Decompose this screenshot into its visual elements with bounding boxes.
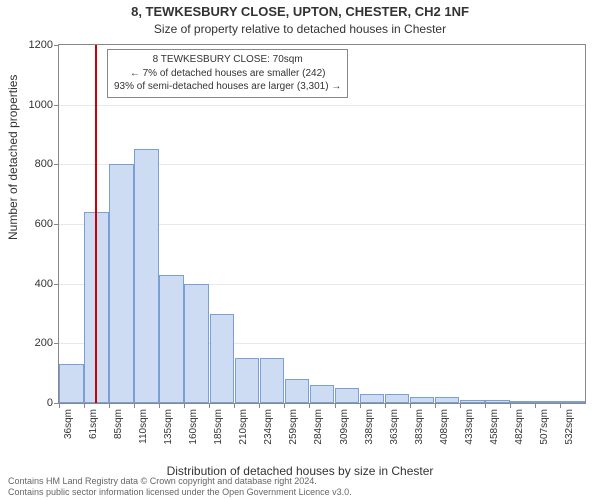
histogram-bar — [184, 284, 209, 403]
x-tick-mark — [284, 403, 285, 408]
x-tick-mark — [184, 403, 185, 408]
chart-title-main: 8, TEWKESBURY CLOSE, UPTON, CHESTER, CH2… — [0, 4, 600, 19]
histogram-bar — [59, 364, 84, 403]
x-tick-label: 309sqm — [339, 409, 350, 445]
x-tick-mark — [309, 403, 310, 408]
x-tick-label: 210sqm — [238, 409, 249, 445]
x-tick-mark — [460, 403, 461, 408]
x-tick-label: 110sqm — [138, 409, 149, 444]
x-tick-mark — [360, 403, 361, 408]
x-tick-mark — [335, 403, 336, 408]
x-tick-label: 408sqm — [439, 409, 450, 445]
y-tick-label: 800 — [35, 158, 53, 170]
x-tick-mark — [535, 403, 536, 408]
histogram-chart: 8, TEWKESBURY CLOSE, UPTON, CHESTER, CH2… — [0, 0, 600, 500]
histogram-bar — [109, 164, 134, 403]
histogram-bar — [335, 388, 360, 403]
x-tick-label: 160sqm — [188, 409, 199, 445]
chart-title-sub: Size of property relative to detached ho… — [0, 22, 600, 36]
x-tick-mark — [84, 403, 85, 408]
x-tick-label: 482sqm — [514, 409, 525, 445]
y-tick-mark — [54, 284, 59, 285]
x-tick-mark — [159, 403, 160, 408]
x-tick-mark — [259, 403, 260, 408]
footer-attribution: Contains HM Land Registry data © Crown c… — [8, 476, 592, 498]
histogram-bar — [134, 149, 159, 403]
x-tick-mark — [435, 403, 436, 408]
x-tick-label: 363sqm — [389, 409, 400, 445]
x-tick-mark — [59, 403, 60, 408]
x-tick-label: 507sqm — [539, 409, 550, 445]
footer-line2: Contains public sector information licen… — [8, 487, 592, 498]
x-tick-mark — [410, 403, 411, 408]
histogram-bar — [510, 401, 535, 403]
x-tick-label: 259sqm — [288, 409, 299, 445]
y-tick-mark — [54, 164, 59, 165]
annotation-line2: ← 7% of detached houses are smaller (242… — [114, 67, 341, 81]
histogram-bar — [210, 314, 235, 404]
x-tick-label: 36sqm — [63, 409, 74, 439]
footer-line1: Contains HM Land Registry data © Crown c… — [8, 476, 592, 487]
plot-area: 8 TEWKESBURY CLOSE: 70sqm ← 7% of detach… — [58, 44, 586, 404]
histogram-bar — [310, 385, 335, 403]
y-tick-label: 1000 — [29, 99, 53, 111]
x-tick-label: 433sqm — [464, 409, 475, 445]
histogram-bar — [560, 401, 585, 403]
histogram-bar — [260, 358, 285, 403]
x-tick-mark — [134, 403, 135, 408]
y-tick-mark — [54, 45, 59, 46]
annotation-line3: 93% of semi-detached houses are larger (… — [114, 80, 341, 94]
x-tick-mark — [109, 403, 110, 408]
y-tick-mark — [54, 105, 59, 106]
x-tick-label: 234sqm — [263, 409, 274, 445]
y-tick-label: 600 — [35, 218, 53, 230]
x-tick-label: 185sqm — [213, 409, 224, 445]
x-tick-label: 458sqm — [489, 409, 500, 445]
histogram-bar — [410, 397, 435, 403]
x-tick-label: 284sqm — [313, 409, 324, 445]
x-tick-label: 85sqm — [113, 409, 124, 439]
x-tick-mark — [385, 403, 386, 408]
y-tick-label: 400 — [35, 278, 53, 290]
x-tick-mark — [234, 403, 235, 408]
x-tick-mark — [560, 403, 561, 408]
x-tick-mark — [510, 403, 511, 408]
histogram-bar — [435, 397, 460, 403]
histogram-bar — [535, 401, 560, 403]
histogram-bar — [285, 379, 310, 403]
x-tick-label: 135sqm — [163, 409, 174, 445]
histogram-bar — [460, 400, 485, 403]
x-tick-label: 383sqm — [414, 409, 425, 445]
x-tick-label: 61sqm — [88, 409, 99, 439]
annotation-box: 8 TEWKESBURY CLOSE: 70sqm ← 7% of detach… — [107, 49, 348, 98]
histogram-bar — [485, 400, 510, 403]
x-tick-mark — [209, 403, 210, 408]
annotation-line1: 8 TEWKESBURY CLOSE: 70sqm — [114, 53, 341, 67]
y-tick-mark — [54, 224, 59, 225]
y-tick-mark — [54, 343, 59, 344]
x-tick-label: 338sqm — [364, 409, 375, 445]
histogram-bar — [235, 358, 260, 403]
histogram-bar — [360, 394, 385, 403]
histogram-bar — [385, 394, 410, 403]
y-axis-label: Number of detached properties — [6, 75, 20, 240]
reference-line — [95, 45, 97, 403]
gridline — [59, 105, 585, 106]
y-tick-label: 1200 — [29, 39, 53, 51]
y-tick-label: 0 — [47, 397, 53, 409]
x-tick-mark — [485, 403, 486, 408]
x-tick-label: 532sqm — [564, 409, 575, 445]
histogram-bar — [159, 275, 184, 403]
y-tick-label: 200 — [35, 337, 53, 349]
